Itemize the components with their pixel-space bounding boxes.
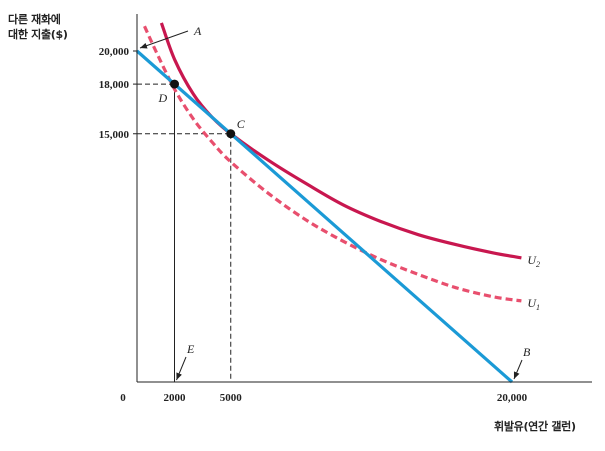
ticks-layer: 20,000 18,000 15,000 2000 5000 20,000 <box>99 46 528 404</box>
annotation-label-a: A <box>193 24 202 38</box>
y-axis-title-line1: 다른 재화에 <box>8 13 61 26</box>
y-axis-title-line2: 대한 지출($) <box>8 28 68 41</box>
curve-u1 <box>143 25 522 303</box>
curve-label-u2: U2 <box>527 253 540 269</box>
origin-label: 0 <box>120 392 126 404</box>
curve-label-subscript: 2 <box>536 260 540 269</box>
guide-lines <box>137 83 232 382</box>
y-axis-title: 다른 재화에 대한 지출($) <box>8 12 68 42</box>
annotation-label-e: E <box>186 342 195 356</box>
annotation-arrow-a <box>139 30 189 49</box>
point-label-d: D <box>158 91 168 105</box>
y-tick-label: 18,000 <box>99 79 130 91</box>
annotation-arrow-e <box>176 356 187 381</box>
x-axis-title: 휘발유(연간 갤런) <box>494 420 576 433</box>
annotation-label-b: B <box>523 345 531 359</box>
y-tick-label: 20,000 <box>99 46 130 58</box>
curves-layer: U2 U1 <box>135 22 540 384</box>
y-tick-label: 15,000 <box>99 129 130 141</box>
point-d-marker <box>170 79 179 89</box>
axes <box>136 14 592 383</box>
marks-layer: D C A B E <box>139 24 531 381</box>
curve-u2 <box>159 22 522 260</box>
x-tick-label: 20,000 <box>497 392 528 404</box>
curve-label-u1: U1 <box>527 296 540 312</box>
point-label-c: C <box>237 117 246 131</box>
curve-label-subscript: 1 <box>536 303 540 312</box>
point-c-marker <box>226 129 236 139</box>
x-tick-label: 2000 <box>164 392 187 404</box>
budget-line <box>135 49 514 384</box>
x-tick-label: 5000 <box>220 392 243 404</box>
annotation-arrow-b <box>513 359 523 380</box>
